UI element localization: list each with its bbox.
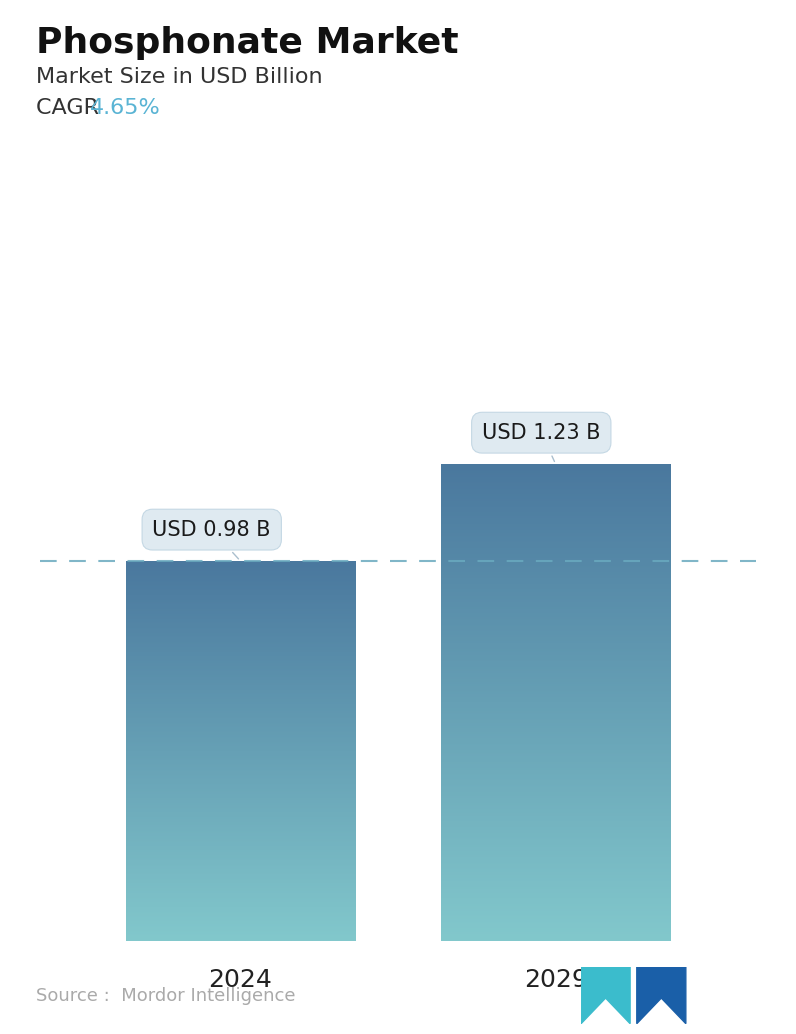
Text: USD 0.98 B: USD 0.98 B — [153, 520, 271, 559]
Polygon shape — [637, 967, 686, 1024]
Text: USD 1.23 B: USD 1.23 B — [482, 423, 600, 461]
Text: Source :  Mordor Intelligence: Source : Mordor Intelligence — [36, 987, 295, 1005]
Text: Market Size in USD Billion: Market Size in USD Billion — [36, 67, 322, 87]
Text: 2029: 2029 — [524, 968, 587, 992]
Text: 2024: 2024 — [209, 968, 272, 992]
Text: Phosphonate Market: Phosphonate Market — [36, 26, 458, 60]
Text: CAGR: CAGR — [36, 98, 106, 118]
Polygon shape — [581, 967, 630, 1024]
Text: 4.65%: 4.65% — [90, 98, 161, 118]
